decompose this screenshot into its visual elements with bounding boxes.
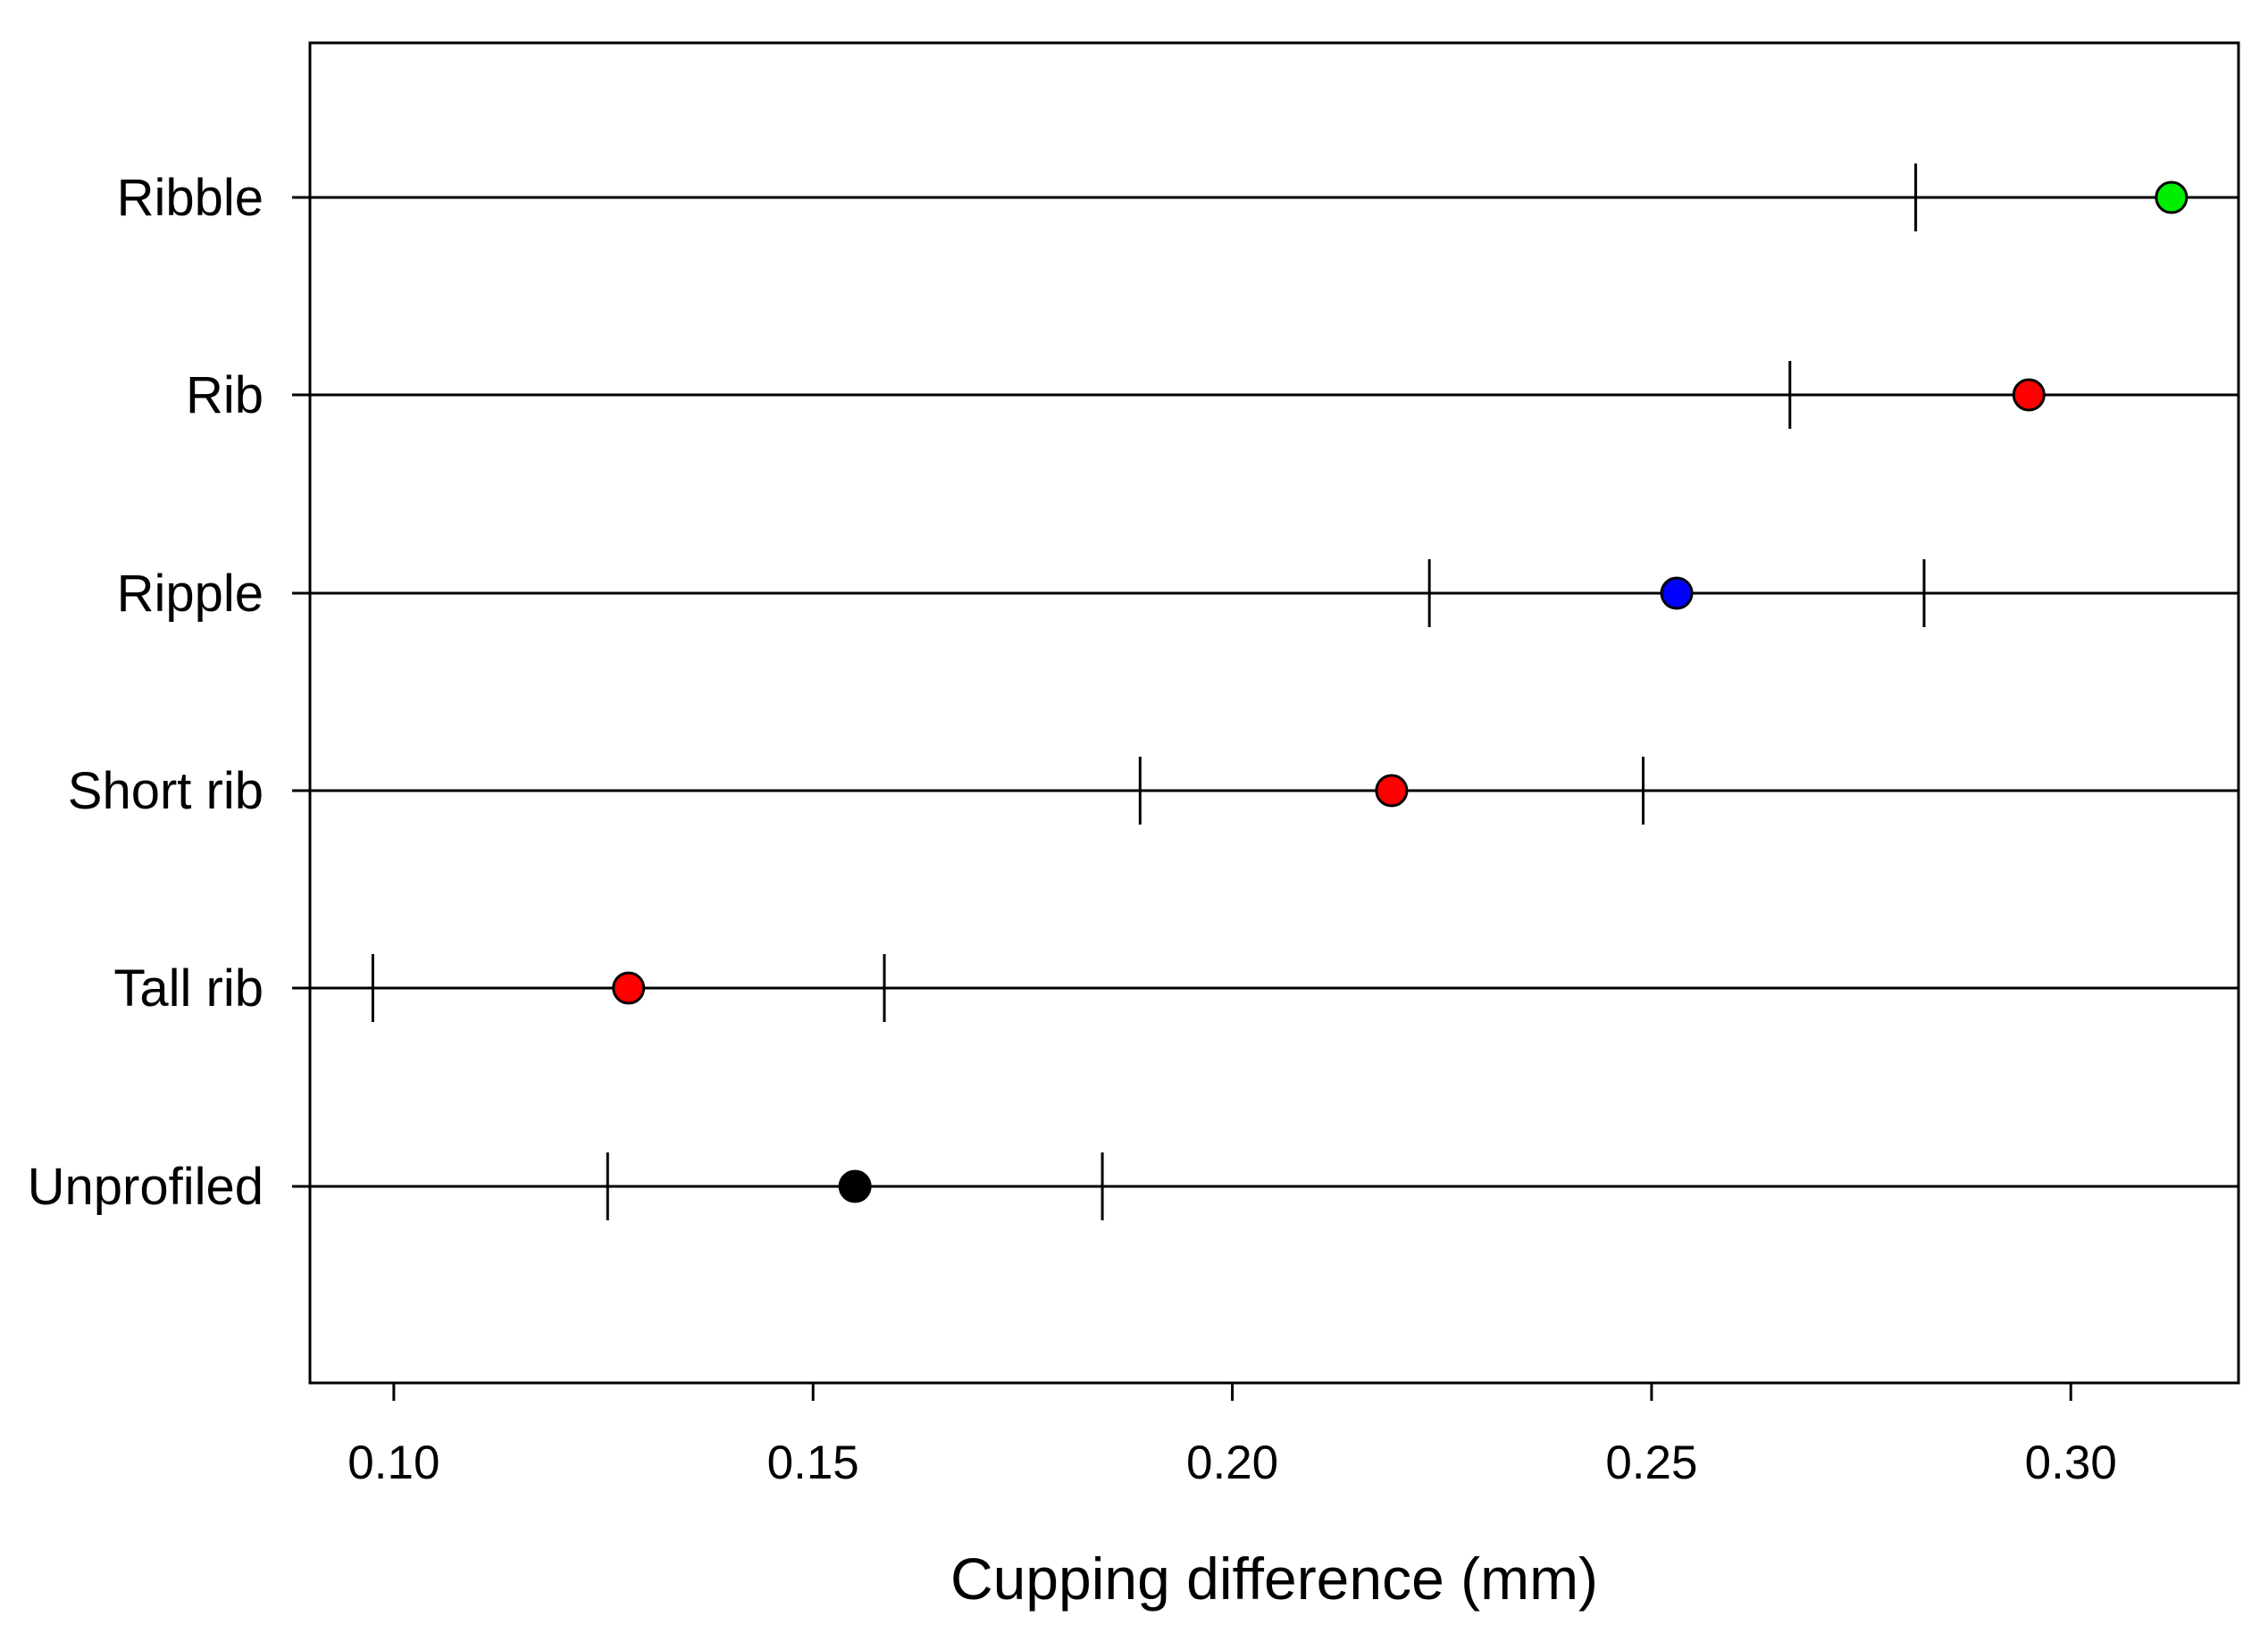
data-point-unprofiled xyxy=(838,1169,872,1203)
category-labels: Ribble Rib Ripple Short rib Tall rib Unprofil… xyxy=(28,169,264,1216)
x-tick-label: 0.20 xyxy=(1186,1437,1278,1489)
data-point-rib xyxy=(2012,378,2046,412)
category-label-ripple: Ripple xyxy=(117,565,264,623)
x-axis-title: Cupping difference (mm) xyxy=(950,1546,1598,1612)
category-label-ribble: Ribble xyxy=(117,169,264,227)
x-tick-label: 0.10 xyxy=(347,1437,439,1489)
category-label-unprofiled: Unprofiled xyxy=(28,1158,264,1216)
data-point-tall-rib xyxy=(612,971,646,1005)
plot-frame xyxy=(308,41,2240,1385)
x-axis: 0.10 0.15 0.20 0.25 0.30 xyxy=(292,196,2117,1489)
data-point-ribble xyxy=(2155,180,2188,214)
category-label-short-rib: Short rib xyxy=(68,762,264,820)
plot-area xyxy=(308,41,2240,1385)
data-point-short-rib xyxy=(1375,774,1409,808)
category-label-tall-rib: Tall rib xyxy=(113,959,264,1018)
x-tick-label: 0.25 xyxy=(1605,1437,1697,1489)
x-tick-label: 0.30 xyxy=(2025,1437,2117,1489)
category-label-rib: Rib xyxy=(186,366,264,424)
x-tick-label: 0.15 xyxy=(767,1437,859,1489)
data-point-ripple xyxy=(1660,576,1694,610)
